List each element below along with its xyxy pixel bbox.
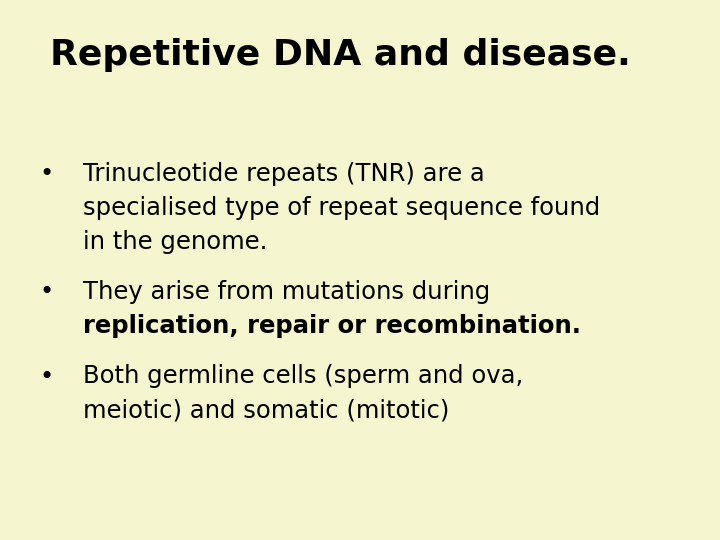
Text: Both germline cells (sperm and ova,: Both germline cells (sperm and ova, — [83, 364, 523, 388]
Text: meiotic) and somatic (mitotic): meiotic) and somatic (mitotic) — [83, 399, 449, 422]
Text: They arise from mutations during: They arise from mutations during — [83, 280, 490, 304]
Text: •: • — [40, 162, 54, 186]
Text: Repetitive DNA and disease.: Repetitive DNA and disease. — [50, 38, 631, 72]
Text: Trinucleotide repeats (TNR) are a: Trinucleotide repeats (TNR) are a — [83, 162, 485, 186]
Text: replication, repair or recombination.: replication, repair or recombination. — [83, 314, 581, 338]
Text: •: • — [40, 280, 54, 304]
Text: in the genome.: in the genome. — [83, 230, 267, 254]
Text: •: • — [40, 364, 54, 388]
Text: specialised type of repeat sequence found: specialised type of repeat sequence foun… — [83, 196, 600, 220]
